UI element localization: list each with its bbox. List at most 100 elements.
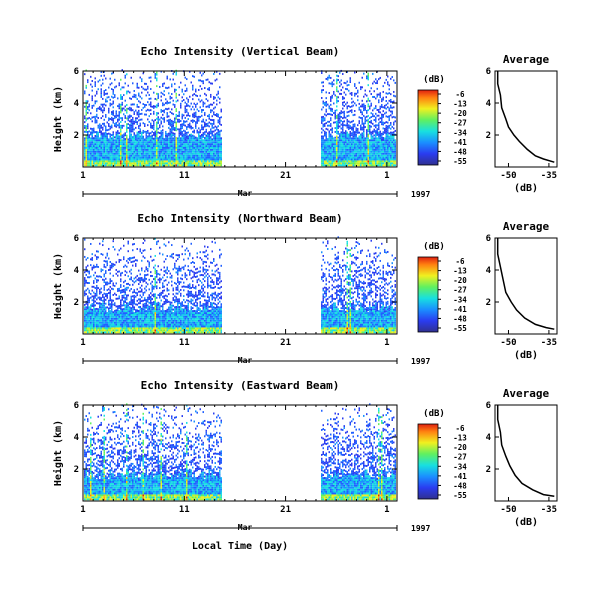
heatmap-cell [202,139,204,142]
heatmap-cell [139,145,141,147]
heatmap-cell [135,295,137,298]
heatmap-cell [379,132,381,135]
heatmap-cell [133,160,135,163]
heatmap-cell [367,109,369,112]
heatmap-cell [375,147,377,149]
heatmap-cell [118,111,120,114]
heatmap-cell [328,135,330,138]
heatmap-cell [106,252,108,255]
heatmap-cell [193,156,195,159]
heatmap-cell [373,154,375,157]
heatmap-cell [123,107,125,110]
heatmap-cell [88,282,90,284]
heatmap-cell [118,82,120,85]
heatmap-cell [331,162,333,165]
heatmap-cell [145,104,147,106]
heatmap-cell [181,141,183,144]
heatmap-cell [139,160,141,163]
heatmap-cell [124,323,126,326]
heatmap-cell [145,315,147,318]
heatmap-cell [142,278,144,281]
heatmap-cell [174,164,176,167]
heatmap-cell [90,331,92,334]
heatmap-cell [91,145,93,147]
heatmap-cell [376,95,378,98]
heatmap-cell [103,315,105,318]
heatmap-cell [330,152,332,155]
heatmap-cell [169,143,171,146]
heatmap-cell [360,152,362,155]
heatmap-cell [321,89,323,92]
heatmap-cell [213,73,215,75]
heatmap-cell [202,141,204,144]
heatmap-cell [94,143,96,146]
heatmap-cell [135,96,137,99]
heatmap-cell [87,327,89,330]
heatmap-cell [178,145,180,147]
heatmap-cell [172,150,174,153]
heatmap-cell [111,160,113,163]
heatmap-cell [127,123,129,126]
heatmap-cell [220,160,222,163]
heatmap-cell [126,312,128,314]
heatmap-cell [144,308,146,311]
heatmap-cell [138,162,140,165]
heatmap-cell [123,290,125,293]
heatmap-cell [211,147,213,149]
heatmap-cell [196,158,198,161]
heatmap-cell [148,97,150,100]
heatmap-cell [352,148,354,151]
heatmap-cell [159,137,161,140]
heatmap-cell [199,85,201,88]
heatmap-cell [99,308,101,311]
heatmap-cell [322,139,324,142]
heatmap-cell [363,156,365,159]
heatmap-cell [345,147,347,149]
heatmap-cell [331,148,333,151]
heatmap-cell [361,154,363,157]
heatmap-cell [145,321,147,324]
heatmap-cell [336,132,338,135]
heatmap-cell [381,132,383,135]
heatmap-cell [379,76,381,79]
heatmap-cell [333,150,335,153]
heatmap-cell [139,248,141,251]
heatmap-cell [193,114,195,117]
heatmap-cell [117,152,119,155]
x-tick-label: 1 [384,171,389,181]
heatmap-cell [202,135,204,138]
heatmap-cell [330,123,332,125]
heatmap-cell [343,150,345,153]
heatmap-cell [111,317,113,320]
heatmap-cell [388,88,390,91]
heatmap-cell [190,108,192,111]
heatmap-cell [94,134,96,137]
heatmap-cell [324,158,326,161]
heatmap-cell [331,85,333,88]
heatmap-cell [322,135,324,138]
heatmap-cell [133,329,135,332]
heatmap-cell [330,137,332,140]
heatmap-cell [166,147,168,149]
heatmap-cell [127,304,129,307]
heatmap-cell [381,148,383,151]
heatmap-cell [174,154,176,157]
heatmap-cell [217,162,219,165]
heatmap-cell [109,102,111,105]
heatmap-cell [195,162,197,165]
heatmap-cell [103,312,105,314]
heatmap-cell [373,145,375,147]
heatmap-cell [376,130,378,133]
heatmap-cell [366,115,368,118]
heatmap-cell [112,110,114,113]
heatmap-cell [169,152,171,155]
heatmap-cell [94,296,96,299]
heatmap-cell [88,297,90,300]
heatmap-cell [388,145,390,147]
heatmap-cell [183,156,185,159]
heatmap-cell [331,139,333,142]
heatmap-cell [138,94,140,97]
heatmap-cell [115,152,117,155]
heatmap-cell [187,114,189,117]
heatmap-cell [388,152,390,155]
